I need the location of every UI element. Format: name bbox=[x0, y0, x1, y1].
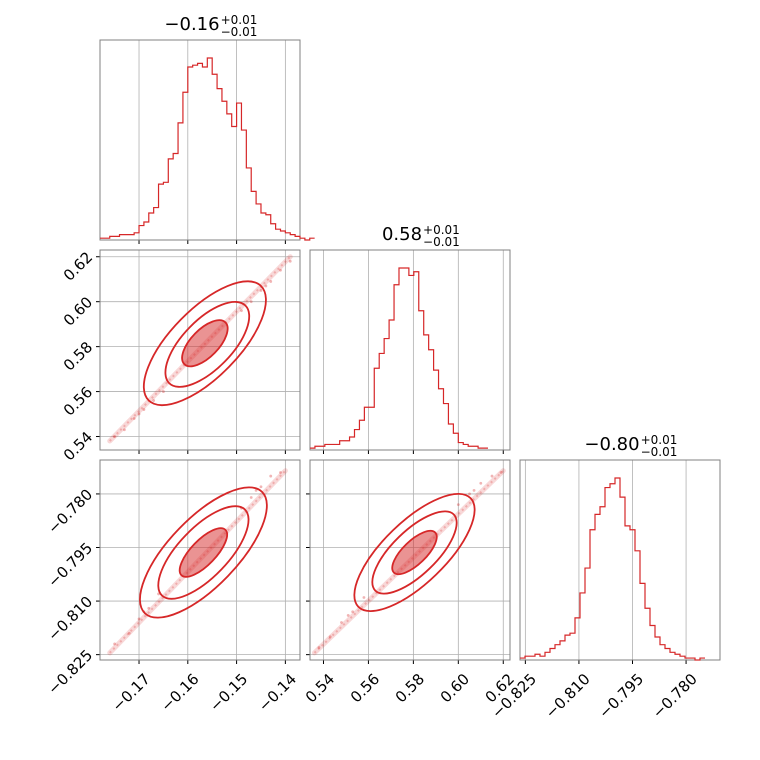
histogram-panel-0: −0.16 +0.01−0.01 bbox=[99, 13, 315, 244]
x-tick-label: 0.58 bbox=[392, 670, 428, 706]
axes-frame bbox=[99, 249, 301, 451]
corner-2-0-panel bbox=[96, 459, 301, 664]
scatter-point bbox=[279, 268, 282, 272]
x-tick-label: −0.780 bbox=[649, 670, 701, 722]
scatter-point bbox=[351, 610, 355, 614]
scatter-point bbox=[346, 613, 350, 617]
scatter-point bbox=[479, 481, 483, 485]
title-upper-error: +0.01 bbox=[221, 13, 258, 27]
density-contour bbox=[164, 301, 251, 388]
x-tick-label: 0.54 bbox=[302, 670, 338, 706]
density-contour bbox=[178, 527, 229, 578]
y-tick-label: −0.825 bbox=[44, 646, 96, 698]
title-lower-error: −0.01 bbox=[221, 25, 258, 39]
x-tick-label: −0.15 bbox=[206, 670, 251, 715]
scatter-point bbox=[288, 259, 292, 263]
x-tick-label: −0.17 bbox=[109, 670, 154, 715]
scatter-point bbox=[269, 474, 273, 478]
density-layer bbox=[107, 254, 293, 444]
x-tick-label: 0.60 bbox=[437, 670, 473, 706]
scatter-point bbox=[328, 635, 332, 639]
panel-title: −0.16 bbox=[164, 14, 219, 35]
y-tick-label: 0.62 bbox=[60, 248, 96, 284]
panel-title: −0.80 bbox=[584, 434, 639, 455]
scatter-point bbox=[468, 492, 471, 496]
scatter-point bbox=[279, 471, 282, 474]
axes-frame bbox=[99, 39, 301, 241]
histogram-step-line bbox=[520, 477, 705, 661]
scatter-point bbox=[259, 485, 263, 489]
axes-frame bbox=[309, 459, 511, 661]
scatter-point bbox=[152, 399, 156, 402]
scatter-point bbox=[254, 488, 258, 492]
density-layer bbox=[311, 468, 506, 656]
x-tick-label: −0.16 bbox=[157, 670, 202, 715]
scatter-point bbox=[456, 503, 460, 507]
scatter-point bbox=[137, 617, 141, 621]
corner-1-0-panel bbox=[96, 249, 301, 454]
histogram-panel-2: −0.80 +0.01−0.01 bbox=[519, 433, 721, 664]
scatter-point bbox=[127, 631, 131, 635]
title-upper-error: +0.01 bbox=[423, 223, 460, 237]
density-contour bbox=[391, 529, 438, 576]
scatter-point bbox=[269, 280, 273, 283]
scatter-point bbox=[240, 309, 243, 313]
y-tick-label: −0.780 bbox=[44, 485, 96, 537]
histogram-step-line bbox=[310, 267, 488, 449]
x-tick-label: 0.56 bbox=[347, 670, 383, 706]
scatter-point bbox=[472, 488, 476, 492]
density-contour bbox=[142, 280, 267, 407]
axes-frame bbox=[309, 249, 511, 451]
y-tick-label: 0.56 bbox=[60, 383, 96, 419]
density-contour bbox=[371, 510, 458, 595]
scatter-point bbox=[499, 471, 503, 474]
y-tick-label: 0.54 bbox=[60, 428, 96, 464]
scatter-point bbox=[113, 642, 117, 646]
x-tick-label: −0.810 bbox=[542, 670, 594, 722]
scatter-point bbox=[259, 289, 263, 292]
y-tick-label: 0.58 bbox=[60, 338, 96, 374]
corner-2-1-panel bbox=[306, 459, 511, 664]
title-lower-error: −0.01 bbox=[641, 445, 678, 459]
density-contour bbox=[181, 319, 229, 368]
y-tick-label: −0.810 bbox=[44, 593, 96, 645]
title-lower-error: −0.01 bbox=[423, 235, 460, 249]
x-tick-label: −0.14 bbox=[255, 670, 300, 715]
axes-frame bbox=[519, 459, 721, 661]
density-contour bbox=[157, 505, 250, 600]
scatter-point bbox=[162, 390, 165, 393]
scatter-point bbox=[122, 428, 126, 432]
scatter-point bbox=[340, 621, 343, 624]
scatter-point bbox=[113, 435, 117, 438]
scatter-point bbox=[490, 474, 494, 478]
scatter-point bbox=[249, 300, 253, 304]
scatter-point bbox=[317, 646, 321, 649]
scatter-point bbox=[142, 408, 146, 411]
scatter-point bbox=[137, 412, 141, 416]
title-upper-error: +0.01 bbox=[641, 433, 678, 447]
axes-frame bbox=[99, 459, 301, 661]
scatter-point bbox=[249, 496, 253, 499]
x-tick-label: −0.795 bbox=[595, 670, 647, 722]
scatter-point bbox=[362, 596, 366, 599]
y-tick-label: 0.60 bbox=[60, 293, 96, 329]
y-tick-label: −0.795 bbox=[44, 539, 96, 591]
scatter-point bbox=[147, 606, 151, 610]
panel-title: 0.58 bbox=[382, 224, 422, 245]
density-contour bbox=[139, 486, 268, 619]
density-contour bbox=[353, 493, 476, 612]
histogram-step-line bbox=[100, 57, 315, 241]
density-layer bbox=[107, 468, 288, 656]
histogram-panel-1: 0.58 +0.01−0.01 bbox=[309, 223, 511, 454]
scatter-point bbox=[264, 284, 268, 288]
scatter-point bbox=[132, 417, 136, 420]
